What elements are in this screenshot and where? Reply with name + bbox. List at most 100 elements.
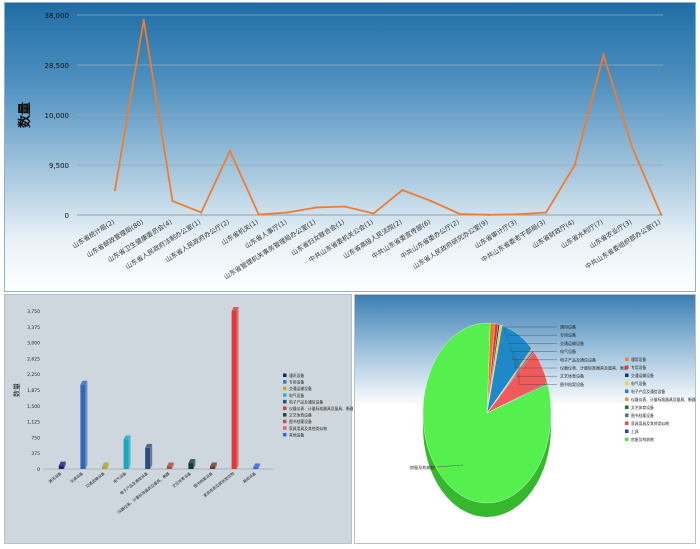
bar-top [253, 463, 261, 468]
pie-slice [422, 322, 552, 504]
x-tick-label: 图书档案设备 [193, 471, 214, 489]
bar [102, 466, 107, 469]
bar-top [188, 459, 196, 464]
legend-swatch [283, 399, 287, 404]
bar-side [107, 462, 109, 469]
legend-label: 家具用具及其他类似物 [289, 426, 327, 431]
bar-side [171, 462, 174, 469]
y-tick-label: 0 [65, 212, 69, 220]
leader-line [512, 351, 557, 361]
bar-chart-panel: 0 375 750 1,125 1,500 1,875 2,250 2,625 3,000 3,3… [4, 294, 353, 544]
legend-label: 交通运输设备 [289, 386, 312, 391]
legend-label: 房屋及构筑物 [631, 437, 654, 442]
leader-line [506, 335, 557, 339]
bar [123, 439, 129, 469]
line-point [315, 206, 318, 209]
legend-label: 图书档案设备 [289, 419, 312, 424]
legend-label: 工具 [631, 429, 639, 434]
line-point [544, 211, 548, 214]
legend-swatch [625, 389, 629, 393]
legend-swatch [283, 419, 287, 424]
line-point [113, 188, 117, 192]
pie-chart-panel: 房屋及构筑物 通用设备 专用设备 交通运输设备 电气设备 电子产品及通信设备 仪器仪表、计量… [354, 294, 696, 544]
bar-side [128, 435, 131, 469]
legend-swatch [625, 373, 629, 377]
slice-label: 专用设备 [560, 332, 576, 338]
leader-line [510, 347, 557, 352]
bar [188, 463, 194, 469]
y-tick-label: 750 [31, 435, 40, 441]
legend-swatch [283, 406, 287, 410]
y-tick-label: 2,250 [27, 372, 40, 378]
legend-label: 通用设备 [631, 357, 646, 362]
legend-swatch [625, 397, 629, 401]
bar-top [58, 461, 66, 466]
bar [231, 311, 237, 469]
legend-label: 电子产品及通信设备 [631, 389, 665, 394]
legend-swatch [625, 365, 629, 369]
y-tick-label: 1,125 [27, 420, 40, 426]
line-chart: 09,50010,00028,50038,000数量山东省统计局(2)山东省邮政… [17, 12, 663, 281]
legend-swatch [625, 405, 629, 409]
legend-label: 仪器仪表、计量标准器具及量具、衡器 [631, 397, 696, 402]
legend-label: 电气设备 [631, 381, 646, 386]
line-point [257, 213, 260, 216]
slice-label: 电气设备 [560, 348, 576, 354]
legend-label: 专用设备 [631, 365, 646, 370]
legend-label: 其他设备 [289, 432, 304, 437]
y-tick-label: 10,000 [45, 112, 70, 120]
bar-side [85, 380, 88, 469]
x-tick-label: 交通设备 [69, 471, 84, 484]
legend-swatch [283, 413, 287, 417]
line-point [430, 199, 433, 203]
line-point [631, 146, 634, 149]
leader-line [504, 326, 557, 335]
y-tick-label: 375 [31, 451, 40, 457]
bar-top [231, 307, 239, 311]
y-tick-label: 3,000 [27, 341, 40, 347]
bar-top [210, 462, 217, 467]
slice-label: 电子产品及通信设备 [560, 356, 596, 362]
legend-swatch [625, 437, 629, 441]
line-point [200, 211, 203, 214]
slice-label: 文艺体育设备 [560, 373, 584, 379]
line-point [573, 163, 576, 167]
slice-label: 交通运输设备 [560, 340, 584, 346]
line-point [602, 53, 605, 57]
legend-label: 专用设备 [289, 380, 304, 385]
y-axis-label: 数量 [12, 383, 21, 397]
line-point [401, 188, 404, 192]
bar-side [193, 459, 196, 469]
x-tick-label: 通讯设备 [47, 471, 62, 484]
bar-top [145, 443, 153, 448]
legend-label: 文艺体育设备 [289, 413, 312, 418]
x-tick-label: 交通运输设备 [85, 471, 106, 489]
x-tick-label: 文艺体育设备 [171, 471, 192, 489]
bar-side [258, 463, 261, 469]
bar [145, 447, 151, 469]
legend-swatch [283, 393, 287, 397]
x-tick-label: 电气设备 [112, 471, 127, 484]
bar [253, 467, 259, 469]
line-point [659, 213, 663, 216]
legend-swatch [625, 429, 629, 433]
y-tick-label: 2,625 [27, 356, 40, 362]
legend-swatch [625, 381, 629, 385]
y-tick-label: 3,375 [27, 325, 40, 331]
callout-label: 房屋及构筑物 [410, 464, 435, 471]
slice-label: 通用设备 [560, 324, 576, 330]
line-point [171, 199, 174, 203]
bar-top [123, 435, 131, 440]
slice-label: 仪器仪表、计量标准器具及量具、衡器 [560, 365, 628, 371]
line-point [286, 211, 289, 214]
x-tick-label: 其他设备 [242, 471, 257, 484]
slice-label: 图书档案设备 [560, 381, 584, 387]
bar [58, 465, 64, 469]
bar-top [80, 380, 88, 385]
y-axis-label: 数量 [17, 102, 33, 128]
legend-label: 电气设备 [289, 393, 304, 398]
bar-top [166, 462, 174, 467]
bar [166, 466, 172, 469]
y-tick-label: 9,500 [49, 162, 69, 170]
line-point [228, 149, 232, 153]
